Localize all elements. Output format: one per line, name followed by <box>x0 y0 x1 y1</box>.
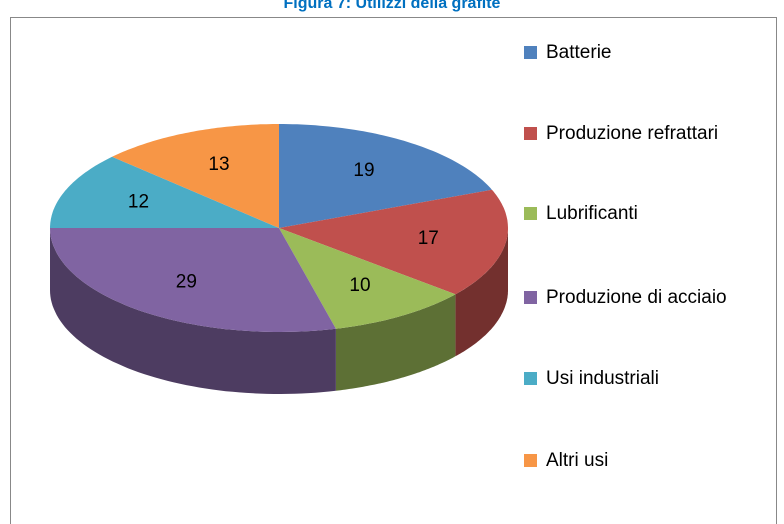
legend-swatch <box>524 207 537 220</box>
data-label: 10 <box>349 275 370 296</box>
data-label: 17 <box>418 228 439 249</box>
pie-slice <box>279 189 508 295</box>
legend-swatch <box>524 127 537 140</box>
legend-swatch <box>524 372 537 385</box>
pie-slice <box>279 228 456 329</box>
legend-label: Altri usi <box>546 450 608 471</box>
legend-label: Batterie <box>546 42 611 63</box>
pie-slice <box>279 124 492 228</box>
pie-side <box>335 294 456 391</box>
pie-side <box>455 228 508 357</box>
pie-side <box>50 228 336 394</box>
legend-label: Usi industriali <box>546 368 659 389</box>
data-label: 13 <box>208 154 229 175</box>
pie-slice <box>50 156 279 228</box>
legend-swatch <box>524 454 537 467</box>
data-label: 12 <box>128 192 149 213</box>
data-label: 29 <box>176 271 197 292</box>
legend-label: Produzione refrattari <box>546 123 718 144</box>
data-label: 19 <box>353 160 374 181</box>
legend-swatch <box>524 291 537 304</box>
pie-slice <box>50 228 336 332</box>
legend-label: Lubrificanti <box>546 203 638 224</box>
chart-title: Figura 7: Utilizzi della grafite <box>284 0 501 12</box>
legend-swatch <box>524 46 537 59</box>
pie-slice <box>112 124 279 228</box>
legend-label: Produzione di acciaio <box>546 287 727 308</box>
